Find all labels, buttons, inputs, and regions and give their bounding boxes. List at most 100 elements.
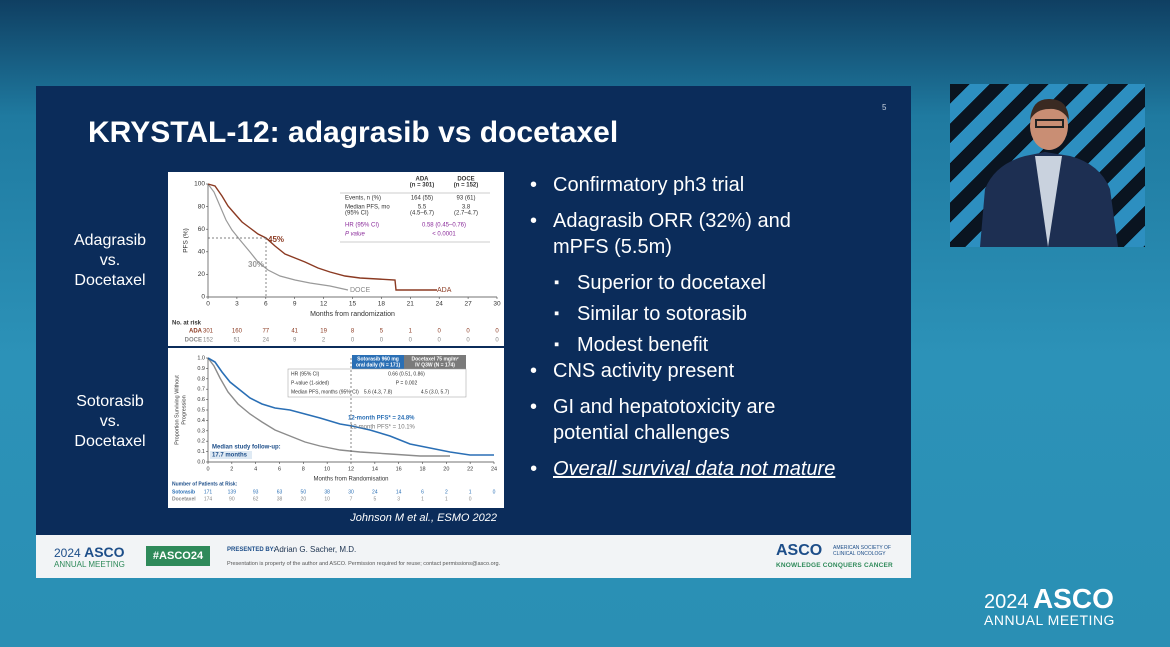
at-risk-count: 10 [324,496,330,502]
at-risk-count: 38 [324,489,330,495]
bullet: Confirmatory ph3 trial [530,172,825,198]
table-row-label: HR (95% CI) [291,371,320,377]
table-cell: 164 (55) [411,196,433,202]
at-risk-count: 93 [253,489,259,495]
at-risk-count: 77 [262,329,269,335]
y-tick-label: 0.8 [197,376,205,382]
org-name: AMERICAN SOCIETY OF CLINICAL ONCOLOGY [833,545,891,557]
page-number: 5 [882,103,887,112]
tagline: KNOWLEDGE CONQUERS CANCER [776,562,893,569]
table-cell: 93 (61) [456,196,475,202]
at-risk-count: 20 [301,496,307,502]
x-tick-label: 24 [436,301,444,308]
y-tick-label: 0.6 [197,397,205,403]
x-tick-label: 2 [230,466,233,472]
at-risk-count: 5 [380,329,384,335]
annotation: 12-month PFS* = 10.1% [350,425,416,431]
x-tick-label: 20 [443,466,449,472]
org-name-line: CLINICAL ONCOLOGY [833,551,886,557]
logo-year: 2024 [54,546,81,560]
at-risk-count: 24 [372,489,378,495]
y-axis-label: PFS (%) [183,228,190,253]
row-label-line: vs. [99,252,121,269]
footer-logo: 2024 ASCO [54,544,125,560]
at-risk-count: 0 [351,338,355,344]
y-tick-label: 80 [198,203,206,210]
bullet: GI and hepatotoxicity are potential chal… [530,394,825,446]
table-cell: (4.5–6.7) [410,211,434,217]
y-tick-label: 100 [194,181,205,188]
at-risk-count: 0 [493,489,496,495]
footer-notice: Presentation is property of the author a… [227,561,501,567]
speaker [980,98,1118,247]
bullet: CNS activity present [530,358,825,384]
bullet: Overall survival data not mature [530,456,835,482]
figure-panel [168,172,504,346]
x-tick-label: 16 [396,466,402,472]
table-cell: 5.6 (4.3, 7.8) [364,389,393,395]
at-risk-count: 9 [293,338,297,344]
table-row-label: HR (95% CI) [345,223,379,229]
at-risk-count: 30 [348,489,354,495]
table-header: (n = 301) [410,183,435,189]
y-axis-label: Proportion Surviving Without [174,375,180,445]
y-tick-label: 0.3 [197,428,205,434]
at-risk-count: 1 [469,489,472,495]
org-logo: ASCO [776,542,823,559]
sub-bullet: Superior to docetaxel [530,270,825,296]
series-label: ADA [437,287,452,294]
table-header: DOCE [457,177,474,183]
at-risk-count: 38 [277,496,283,502]
x-tick-label: 4 [254,466,257,472]
org-name-line: AMERICAN SOCIETY OF [833,545,891,551]
event-watermark: 2024 ASCO ANNUAL MEETING [984,583,1115,628]
at-risk-count: 0 [438,338,442,344]
x-tick-label: 8 [302,466,305,472]
y-tick-label: 0.2 [197,439,205,445]
x-tick-label: 18 [419,466,425,472]
at-risk-count: 0 [495,338,499,344]
at-risk-count: 160 [232,329,243,335]
at-risk-name: ADA [189,329,203,335]
row-label-line: Adagrasib [73,232,147,249]
speaker-video [950,84,1145,247]
x-tick-label: 27 [464,301,472,308]
at-risk-count: 3 [397,496,400,502]
table-row-label: P-value (1-sided) [291,380,329,386]
y-tick-label: 0.0 [197,459,205,465]
y-tick-label: 40 [198,249,206,256]
row-label: Adagrasib vs. Docetaxel [60,231,160,291]
at-risk-count: 2 [445,489,448,495]
table-cell: 5.5 [418,205,427,211]
sub-bullet: Similar to sotorasib [530,301,825,327]
y-tick-label: 0.9 [197,366,205,372]
row-label-line: Docetaxel [74,433,146,450]
table-header: Sotorasib 960 mg [357,356,399,362]
km-curve [207,183,349,291]
x-tick-label: 9 [293,301,297,308]
row-label: Sotorasib vs. Docetaxel [60,392,160,452]
at-risk-count: 0 [495,329,499,335]
table-header: oral daily (N = 171) [356,362,401,368]
table-row-label: Median PFS, mo [345,205,390,211]
x-tick-label: 0 [206,466,209,472]
y-tick-label: 0 [201,294,205,301]
at-risk-count: 139 [228,489,237,495]
at-risk-count: 1 [409,329,413,335]
row-label-line: Sotorasib [76,393,144,410]
at-risk-count: 174 [204,496,213,502]
x-axis-label: Months from randomization [310,311,395,318]
y-tick-label: 60 [198,226,206,233]
table-row-label: Events, n (%) [345,196,381,202]
at-risk-name: Docetaxel [172,496,196,502]
x-tick-label: 12 [348,466,354,472]
x-axis-label: Months from Randomisation [313,477,388,483]
table-cell: (2.7–4.7) [454,211,478,217]
at-risk-count: 51 [234,338,241,344]
at-risk-count: 7 [350,496,353,502]
at-risk-count: 62 [253,496,259,502]
at-risk-count: 14 [396,489,402,495]
at-risk-count: 1 [445,496,448,502]
